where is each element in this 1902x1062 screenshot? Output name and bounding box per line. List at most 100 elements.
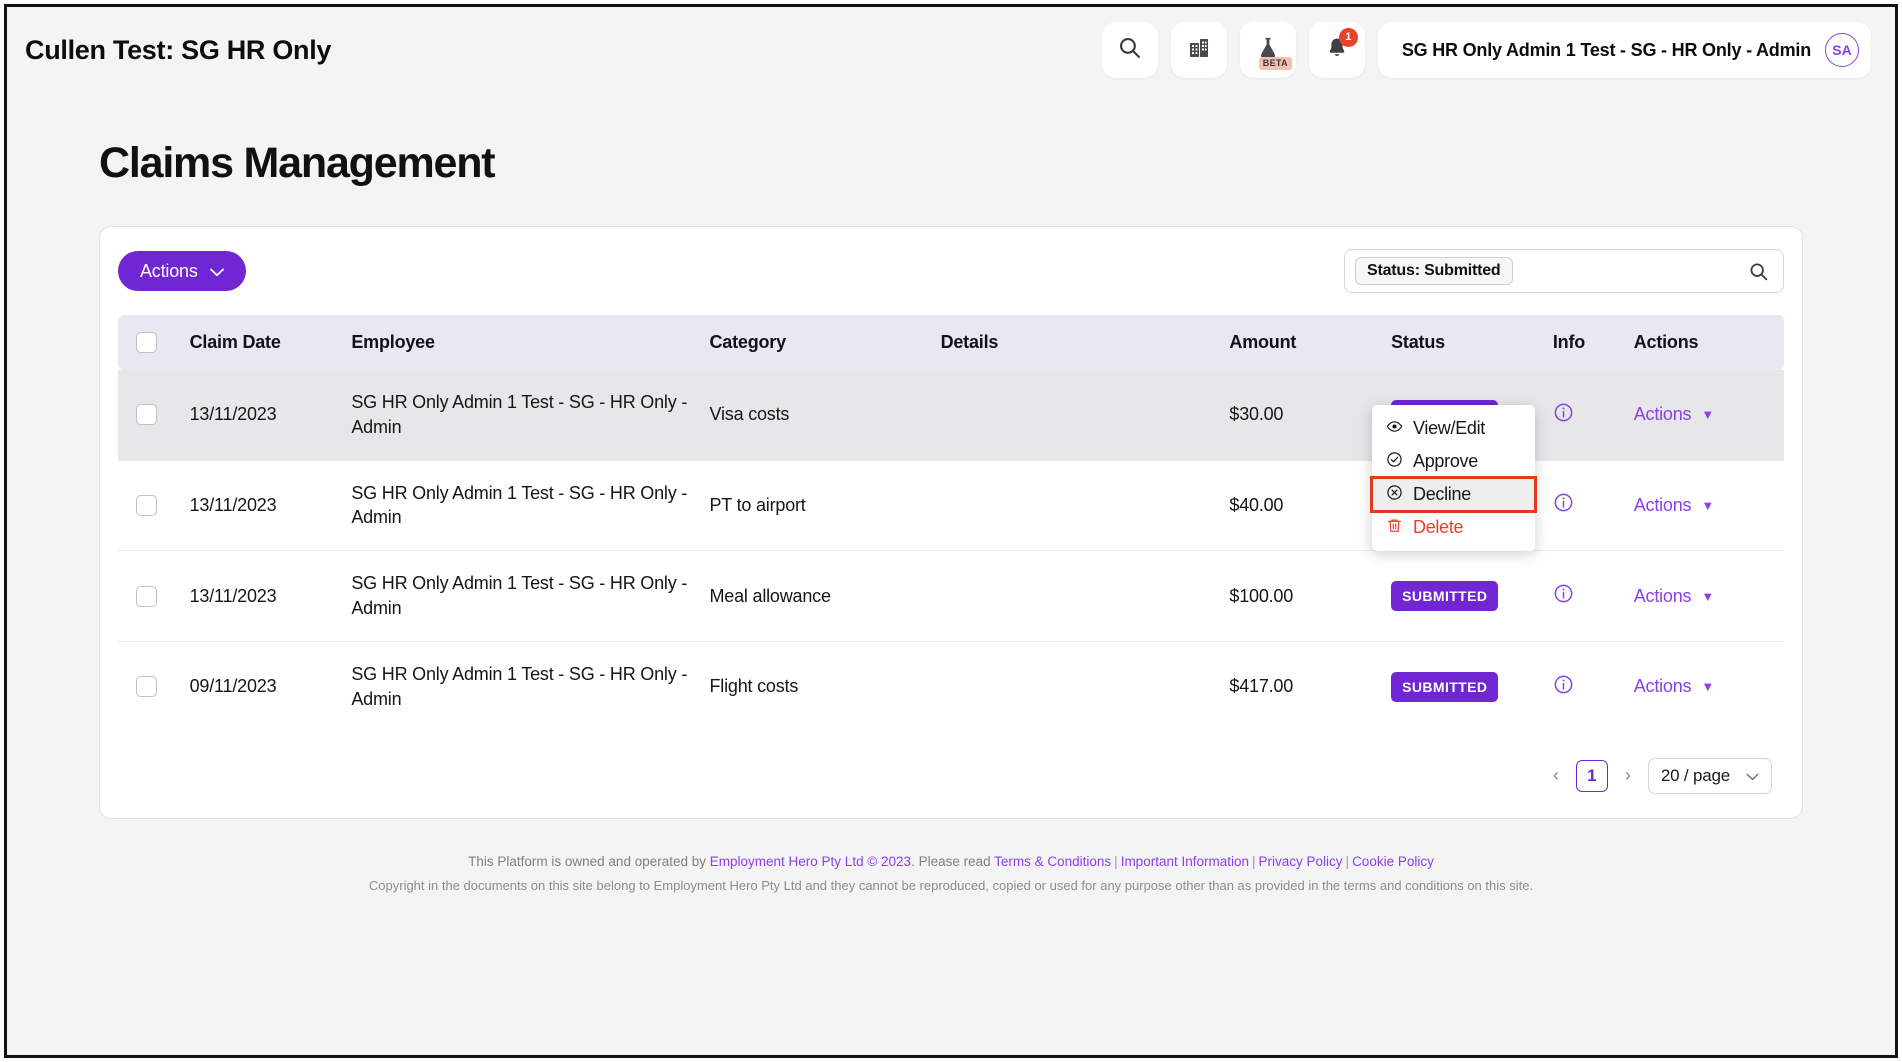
row-actions-dropdown[interactable]: Actions ▼ [1633, 404, 1715, 425]
avatar: SA [1825, 33, 1859, 67]
menu-item-view-edit[interactable]: View/Edit [1372, 412, 1535, 445]
table-row[interactable]: 09/11/2023 SG HR Only Admin 1 Test - SG … [118, 641, 1784, 731]
chevron-down-icon [1746, 766, 1759, 786]
eye-icon [1386, 418, 1403, 440]
row-checkbox[interactable] [136, 585, 157, 607]
row-select-cell [118, 370, 190, 461]
trash-icon [1386, 517, 1403, 539]
footer-link-privacy-policy[interactable]: Privacy Policy [1258, 853, 1343, 869]
footer-link-terms[interactable]: Terms & Conditions [994, 853, 1112, 869]
footer-text-middle: . Please read [911, 853, 995, 869]
caret-down-icon: ▼ [1701, 497, 1715, 513]
row-actions-label: Actions [1633, 676, 1692, 697]
bulk-actions-label: Actions [140, 260, 198, 281]
info-icon[interactable] [1553, 402, 1574, 423]
row-actions-menu: View/Edit Approve [1370, 405, 1537, 551]
footer-separator: | [1252, 853, 1256, 869]
select-all-checkbox[interactable] [136, 332, 157, 353]
status-filter-chip[interactable]: Status: Submitted [1355, 257, 1513, 285]
cell-amount: $100.00 [1229, 550, 1392, 642]
menu-item-decline[interactable]: Decline [1370, 476, 1537, 513]
footer-legal-line: This Platform is owned and operated by E… [189, 849, 1713, 875]
organisation-icon [1187, 36, 1211, 65]
footer-link-cookie-policy[interactable]: Cookie Policy [1352, 853, 1434, 869]
cell-employee: SG HR Only Admin 1 Test - SG - HR Only -… [351, 550, 710, 642]
pagination-next-button[interactable]: › [1624, 765, 1631, 786]
row-actions-label: Actions [1633, 404, 1692, 425]
cell-category: PT to airport [709, 460, 941, 552]
cell-details [940, 370, 1230, 461]
row-checkbox[interactable] [136, 404, 157, 426]
page-content: Claims Management Actions Status: Submit… [7, 93, 1895, 899]
cell-details [940, 460, 1230, 552]
cell-claim-date: 09/11/2023 [189, 676, 277, 697]
table-row[interactable]: 13/11/2023 SG HR Only Admin 1 Test - SG … [118, 550, 1784, 642]
notification-count-badge: 1 [1338, 28, 1358, 47]
menu-item-label: View/Edit [1413, 418, 1486, 438]
footer-separator: | [1345, 853, 1350, 869]
column-details: Details [940, 315, 1230, 370]
chevron-down-icon [209, 261, 224, 282]
footer-text-prefix: This Platform is owned and operated by [468, 853, 710, 869]
cell-details [941, 641, 1230, 731]
cell-claim-date: 13/11/2023 [189, 550, 352, 642]
cell-details [940, 550, 1230, 642]
caret-down-icon: ▼ [1701, 407, 1715, 423]
row-select-cell [118, 460, 190, 552]
user-profile-menu[interactable]: SG HR Only Admin 1 Test - SG - HR Only -… [1377, 22, 1871, 78]
menu-item-label: Approve [1413, 451, 1478, 471]
menu-item-label: Decline [1413, 484, 1471, 504]
cell-info [1552, 460, 1634, 552]
cell-actions: Actions ▼ [1634, 641, 1784, 731]
info-icon[interactable] [1553, 492, 1574, 513]
top-navigation-bar: Cullen Test: SG HR Only [7, 7, 1895, 93]
check-circle-icon [1386, 451, 1403, 473]
pagination: ‹ 1 › 20 / page [118, 732, 1784, 800]
row-actions-dropdown[interactable]: Actions ▼ [1633, 676, 1715, 697]
organisation-button[interactable] [1170, 22, 1227, 78]
pagination-page-1[interactable]: 1 [1575, 759, 1608, 792]
status-badge: SUBMITTED [1391, 581, 1499, 612]
footer-copyright-line: Copyright in the documents on this site … [368, 878, 1534, 894]
beta-badge: BETA [1258, 57, 1292, 70]
menu-item-delete[interactable]: Delete [1372, 511, 1535, 544]
caret-down-icon: ▼ [1701, 588, 1715, 604]
column-info: Info [1552, 315, 1634, 370]
info-icon[interactable] [1553, 583, 1574, 604]
cell-amount: $30.00 [1229, 370, 1392, 461]
footer-link-company[interactable]: Employment Hero Pty Ltd © 2023 [709, 853, 912, 869]
cell-status: SUBMITTED [1391, 641, 1553, 731]
footer-link-important-information[interactable]: Important Information [1120, 853, 1249, 869]
bulk-actions-button[interactable]: Actions [118, 251, 246, 291]
notifications-button[interactable]: 1 [1308, 22, 1365, 78]
beta-labs-button[interactable]: BETA [1239, 22, 1296, 78]
row-checkbox[interactable] [136, 676, 157, 698]
row-actions-dropdown[interactable]: Actions ▼ [1634, 586, 1715, 607]
cell-actions: Actions ▼ [1633, 370, 1784, 461]
search-icon[interactable] [1748, 261, 1769, 282]
cell-actions: Actions ▼ [1633, 550, 1784, 642]
column-employee: Employee [351, 315, 710, 370]
row-actions-dropdown[interactable]: Actions ▼ [1634, 495, 1715, 516]
page-size-select[interactable]: 20 / page [1647, 757, 1772, 794]
cell-info [1552, 550, 1634, 642]
cell-employee: SG HR Only Admin 1 Test - SG - HR Only -… [351, 370, 710, 461]
column-amount: Amount [1229, 315, 1392, 370]
column-category: Category [709, 315, 941, 370]
row-checkbox[interactable] [136, 494, 157, 516]
table-row[interactable]: 13/11/2023 SG HR Only Admin 1 Test - SG … [118, 460, 1784, 552]
info-icon[interactable] [1553, 674, 1574, 695]
menu-item-label: Delete [1413, 517, 1464, 537]
menu-item-approve[interactable]: Approve [1372, 445, 1535, 478]
status-badge: SUBMITTED [1391, 671, 1499, 702]
cell-amount: $40.00 [1229, 460, 1392, 552]
cell-category: Flight costs [709, 676, 799, 697]
cell-claim-date: 13/11/2023 [189, 370, 352, 461]
organisation-title: Cullen Test: SG HR Only [25, 34, 332, 65]
pagination-prev-button[interactable]: ‹ [1552, 765, 1559, 786]
search-button[interactable] [1101, 22, 1158, 78]
search-icon [1117, 35, 1142, 65]
select-all-header [118, 315, 190, 370]
table-search-box[interactable]: Status: Submitted [1344, 249, 1784, 293]
cell-amount: $417.00 [1229, 676, 1294, 697]
